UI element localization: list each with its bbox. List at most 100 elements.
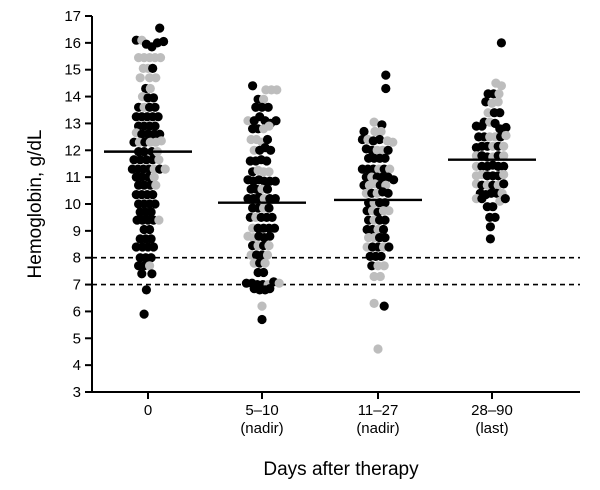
data-point xyxy=(499,161,509,171)
data-point xyxy=(375,134,385,145)
data-point xyxy=(151,73,161,83)
data-point xyxy=(137,269,147,279)
data-point xyxy=(369,117,379,127)
data-point xyxy=(148,242,159,252)
data-point xyxy=(259,94,269,104)
data-point xyxy=(378,224,389,235)
data-point xyxy=(265,231,275,241)
x-tick-sublabel: (nadir) xyxy=(240,420,283,437)
data-point xyxy=(493,97,503,107)
data-point xyxy=(499,151,509,161)
data-point xyxy=(485,234,495,244)
y-tick-label: 14 xyxy=(64,89,81,106)
data-point xyxy=(270,194,280,204)
data-point xyxy=(499,169,509,180)
data-point xyxy=(271,116,281,126)
x-axis-categories: 0 5–10(nadir)11–27(nadir)28–90(last) xyxy=(144,392,513,437)
data-point xyxy=(373,344,383,354)
data-point xyxy=(494,89,504,99)
data-point xyxy=(257,301,267,311)
median-lines xyxy=(104,150,536,204)
y-tick-label: 8 xyxy=(73,250,81,267)
data-point xyxy=(145,261,155,271)
data-point xyxy=(379,261,389,271)
data-point xyxy=(490,212,500,222)
data-point xyxy=(274,278,284,288)
data-point xyxy=(384,206,394,216)
data-point xyxy=(259,267,269,278)
data-point xyxy=(265,284,275,294)
x-axis-title: Days after therapy xyxy=(263,459,419,480)
data-point xyxy=(149,172,159,182)
data-point xyxy=(160,164,170,174)
y-tick-label: 11 xyxy=(65,169,81,186)
data-point xyxy=(496,81,506,91)
data-point xyxy=(477,194,487,204)
data-point xyxy=(477,121,487,131)
data-point xyxy=(379,301,389,311)
data-point xyxy=(383,145,393,155)
data-point xyxy=(381,83,391,94)
data-point xyxy=(155,53,166,63)
data-point xyxy=(388,137,398,147)
y-tick-label: 5 xyxy=(73,330,81,347)
data-point xyxy=(150,121,160,131)
y-tick-label: 3 xyxy=(73,384,81,401)
data-point xyxy=(499,179,509,189)
data-points xyxy=(127,23,511,354)
data-point xyxy=(248,81,258,91)
data-point xyxy=(146,234,156,244)
data-point xyxy=(135,73,145,83)
data-point xyxy=(154,215,164,225)
data-point xyxy=(500,194,510,204)
data-point xyxy=(381,70,391,80)
data-point xyxy=(272,85,282,95)
data-point xyxy=(376,126,386,137)
data-point xyxy=(153,112,163,122)
data-point xyxy=(375,271,385,282)
data-point xyxy=(501,130,511,141)
data-point xyxy=(495,108,505,118)
y-tick-label: 4 xyxy=(73,357,81,374)
data-point xyxy=(264,241,274,251)
data-point xyxy=(260,258,270,268)
y-tick-label: 7 xyxy=(73,277,81,294)
data-point xyxy=(264,121,274,131)
x-tick-sublabel: (nadir) xyxy=(356,420,399,437)
data-point xyxy=(262,156,272,166)
data-point xyxy=(146,253,156,263)
data-point xyxy=(263,102,273,112)
x-tick-sublabel: (last) xyxy=(475,420,508,437)
data-point xyxy=(485,222,495,232)
data-point xyxy=(139,309,149,319)
data-point xyxy=(257,314,267,325)
data-point xyxy=(267,212,277,222)
data-point xyxy=(385,164,395,174)
data-point xyxy=(141,285,151,295)
data-point xyxy=(376,251,386,261)
data-point xyxy=(383,188,393,198)
data-point xyxy=(377,120,387,130)
x-tick-label: 28–90 xyxy=(471,402,513,419)
data-point xyxy=(359,126,369,137)
data-point xyxy=(141,155,151,165)
data-point xyxy=(264,203,274,213)
data-point xyxy=(488,202,498,212)
data-point xyxy=(499,141,509,151)
data-point xyxy=(145,83,155,94)
data-point xyxy=(151,180,161,190)
data-point xyxy=(270,176,280,186)
data-point xyxy=(150,102,160,112)
data-point xyxy=(369,298,379,308)
y-tick-label: 10 xyxy=(64,196,81,213)
data-point xyxy=(496,38,506,48)
data-point xyxy=(262,184,273,194)
data-point xyxy=(155,23,165,33)
y-axis-ticks: 3 4 5 6 7 8 9 10 11 12 13 14 15 16 17 xyxy=(64,8,92,401)
y-tick-label: 15 xyxy=(64,62,81,79)
data-point xyxy=(148,190,158,200)
data-point xyxy=(147,269,157,279)
data-point xyxy=(264,167,274,177)
data-point xyxy=(380,153,390,163)
data-point xyxy=(501,122,511,133)
